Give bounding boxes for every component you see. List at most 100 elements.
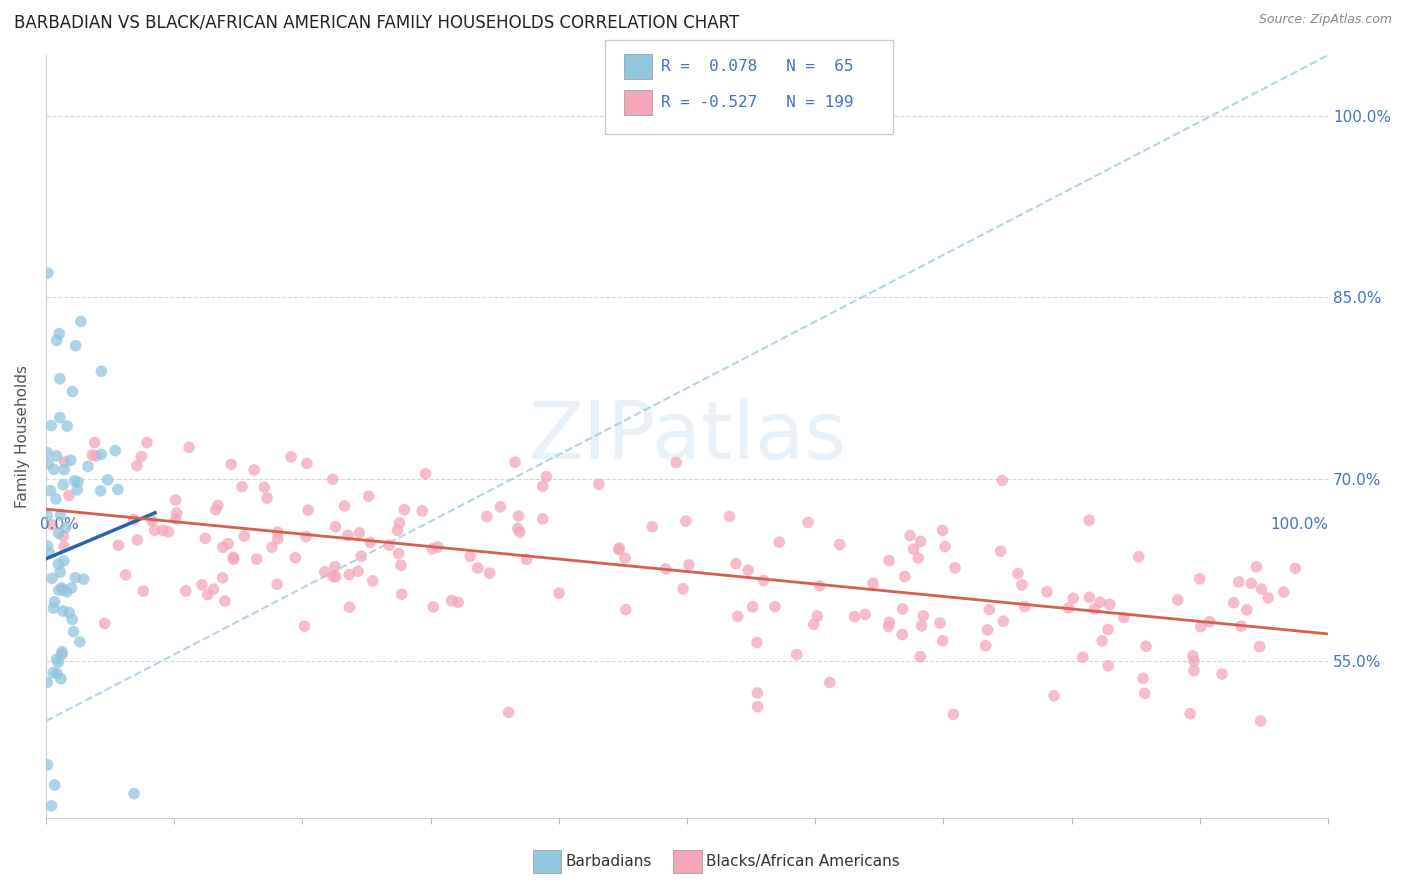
Y-axis label: Family Households: Family Households: [15, 365, 30, 508]
Point: [1128, 549, 1150, 564]
Point: [97, 473, 120, 487]
Point: [207, 499, 229, 513]
Point: [256, 491, 278, 505]
Point: [37, 757, 59, 772]
Point: [53, 455, 76, 469]
Point: [1112, 610, 1135, 624]
Point: [59, 453, 82, 467]
Point: [42, 462, 65, 476]
Point: [53, 540, 76, 554]
Point: [52, 582, 75, 597]
Point: [447, 595, 470, 609]
Point: [69, 635, 91, 649]
Point: [52, 604, 75, 618]
Point: [440, 593, 463, 607]
Point: [143, 523, 166, 537]
Point: [665, 456, 688, 470]
Point: [1257, 591, 1279, 605]
Point: [1182, 664, 1205, 678]
Point: [1178, 706, 1201, 721]
Point: [1230, 619, 1253, 633]
Point: [1078, 591, 1101, 605]
Point: [990, 544, 1012, 558]
Point: [467, 561, 489, 575]
Point: [1135, 640, 1157, 654]
Point: [107, 538, 129, 552]
Point: [38, 546, 60, 560]
Point: [280, 450, 302, 464]
Point: [1062, 591, 1084, 606]
Point: [1098, 597, 1121, 611]
Point: [37, 266, 59, 280]
Point: [1097, 658, 1119, 673]
Point: [415, 467, 437, 481]
Point: [844, 609, 866, 624]
Point: [90, 364, 112, 378]
Point: [141, 514, 163, 528]
Point: [46, 666, 69, 681]
Point: [745, 635, 768, 649]
Point: [39, 483, 62, 498]
Point: [498, 706, 520, 720]
Point: [104, 443, 127, 458]
Point: [165, 493, 187, 508]
Point: [509, 525, 531, 540]
Point: [991, 614, 1014, 628]
Point: [339, 600, 361, 615]
Point: [46, 655, 69, 669]
Point: [152, 524, 174, 538]
Point: [350, 549, 373, 564]
Point: [903, 542, 925, 557]
Point: [931, 523, 953, 537]
Point: [202, 582, 225, 596]
Point: [614, 602, 637, 616]
Point: [1043, 689, 1066, 703]
Point: [607, 542, 630, 557]
Point: [48, 326, 70, 341]
Point: [718, 509, 741, 524]
Point: [262, 540, 284, 554]
Point: [52, 554, 75, 568]
Point: [531, 512, 554, 526]
Point: [391, 587, 413, 601]
Point: [60, 581, 83, 595]
Point: [1167, 592, 1189, 607]
Point: [974, 639, 997, 653]
Point: [458, 549, 481, 564]
Text: Blacks/African Americans: Blacks/African Americans: [706, 855, 900, 869]
Text: BARBADIAN VS BLACK/AFRICAN AMERICAN FAMILY HOUSEHOLDS CORRELATION CHART: BARBADIAN VS BLACK/AFRICAN AMERICAN FAMI…: [14, 13, 740, 31]
Point: [58, 489, 80, 503]
Point: [724, 557, 747, 571]
Point: [588, 477, 610, 491]
Point: [818, 675, 841, 690]
Point: [56, 419, 79, 434]
Point: [45, 491, 67, 506]
Point: [325, 520, 347, 534]
Point: [911, 619, 934, 633]
Point: [607, 541, 630, 555]
Point: [44, 778, 66, 792]
Point: [531, 479, 554, 493]
Point: [83, 435, 105, 450]
Point: [49, 672, 72, 686]
Point: [233, 529, 256, 543]
Point: [1057, 601, 1080, 615]
Point: [910, 649, 932, 664]
Point: [828, 537, 851, 551]
Point: [266, 577, 288, 591]
Point: [217, 536, 239, 550]
Point: [46, 558, 69, 572]
Point: [48, 583, 70, 598]
Point: [877, 553, 900, 567]
Point: [62, 624, 84, 639]
Point: [41, 798, 63, 813]
Point: [70, 314, 93, 328]
Text: Barbadians: Barbadians: [565, 855, 651, 869]
Point: [90, 447, 112, 461]
Point: [361, 574, 384, 588]
Point: [136, 435, 159, 450]
Point: [907, 551, 929, 566]
Point: [325, 569, 347, 583]
Point: [122, 787, 145, 801]
Point: [979, 602, 1001, 616]
